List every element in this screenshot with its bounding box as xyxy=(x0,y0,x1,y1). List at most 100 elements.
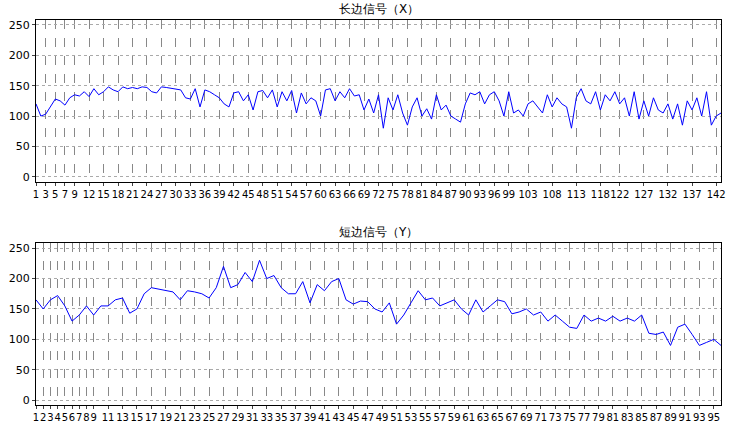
svg-text:59: 59 xyxy=(448,412,461,423)
svg-text:19: 19 xyxy=(159,412,172,423)
svg-text:77: 77 xyxy=(578,412,591,423)
svg-text:18: 18 xyxy=(112,189,125,200)
svg-text:85: 85 xyxy=(635,412,648,423)
svg-text:250: 250 xyxy=(9,242,30,255)
svg-text:91: 91 xyxy=(679,412,692,423)
svg-text:83: 83 xyxy=(621,412,634,423)
svg-text:47: 47 xyxy=(361,412,374,423)
svg-text:89: 89 xyxy=(664,412,677,423)
svg-text:69: 69 xyxy=(358,189,371,200)
svg-text:43: 43 xyxy=(332,412,345,423)
svg-text:75: 75 xyxy=(563,412,576,423)
svg-text:122: 122 xyxy=(610,189,629,200)
svg-text:15: 15 xyxy=(97,189,110,200)
svg-text:78: 78 xyxy=(401,189,414,200)
svg-text:60: 60 xyxy=(314,189,327,200)
svg-text:1: 1 xyxy=(33,412,39,423)
svg-text:短边信号（Y）: 短边信号（Y） xyxy=(339,225,418,239)
svg-text:39: 39 xyxy=(304,412,317,423)
svg-text:100: 100 xyxy=(9,110,30,123)
svg-text:24: 24 xyxy=(141,189,154,200)
svg-text:长边信号（X）: 长边信号（X） xyxy=(339,2,419,16)
svg-text:30: 30 xyxy=(170,189,183,200)
svg-text:63: 63 xyxy=(329,189,342,200)
svg-text:65: 65 xyxy=(491,412,504,423)
svg-text:75: 75 xyxy=(387,189,400,200)
svg-text:137: 137 xyxy=(683,189,702,200)
svg-text:72: 72 xyxy=(372,189,385,200)
svg-text:33: 33 xyxy=(184,189,197,200)
svg-text:36: 36 xyxy=(198,189,211,200)
svg-text:81: 81 xyxy=(416,189,429,200)
svg-text:45: 45 xyxy=(347,412,360,423)
svg-text:73: 73 xyxy=(549,412,562,423)
svg-text:66: 66 xyxy=(343,189,356,200)
svg-text:93: 93 xyxy=(473,189,486,200)
svg-text:87: 87 xyxy=(650,412,663,423)
svg-text:200: 200 xyxy=(9,272,30,285)
svg-text:63: 63 xyxy=(477,412,490,423)
svg-text:127: 127 xyxy=(634,189,653,200)
svg-text:39: 39 xyxy=(213,189,226,200)
svg-text:57: 57 xyxy=(300,189,313,200)
svg-text:7: 7 xyxy=(62,189,68,200)
svg-text:8: 8 xyxy=(83,412,89,423)
svg-text:31: 31 xyxy=(246,412,259,423)
svg-text:84: 84 xyxy=(430,189,443,200)
svg-text:48: 48 xyxy=(256,189,269,200)
svg-text:33: 33 xyxy=(260,412,273,423)
svg-text:99: 99 xyxy=(502,189,515,200)
svg-text:50: 50 xyxy=(16,140,30,153)
svg-text:100: 100 xyxy=(9,333,30,346)
svg-text:21: 21 xyxy=(126,189,139,200)
svg-text:200: 200 xyxy=(9,49,30,62)
svg-text:3: 3 xyxy=(47,412,53,423)
svg-text:42: 42 xyxy=(227,189,240,200)
svg-text:0: 0 xyxy=(23,171,30,184)
svg-text:87: 87 xyxy=(444,189,457,200)
svg-text:54: 54 xyxy=(285,189,298,200)
svg-text:71: 71 xyxy=(534,412,547,423)
svg-text:25: 25 xyxy=(203,412,216,423)
svg-text:53: 53 xyxy=(405,412,418,423)
svg-text:96: 96 xyxy=(488,189,501,200)
svg-text:55: 55 xyxy=(419,412,432,423)
svg-text:3: 3 xyxy=(42,189,48,200)
svg-text:79: 79 xyxy=(592,412,605,423)
svg-text:45: 45 xyxy=(242,189,255,200)
svg-text:57: 57 xyxy=(433,412,446,423)
svg-text:0: 0 xyxy=(23,394,30,407)
svg-text:12: 12 xyxy=(83,189,96,200)
svg-text:67: 67 xyxy=(506,412,519,423)
svg-text:2: 2 xyxy=(40,412,46,423)
svg-text:150: 150 xyxy=(9,303,30,316)
svg-text:15: 15 xyxy=(131,412,144,423)
svg-text:21: 21 xyxy=(174,412,187,423)
svg-text:142: 142 xyxy=(707,189,726,200)
svg-text:5: 5 xyxy=(62,412,68,423)
svg-text:9: 9 xyxy=(90,412,96,423)
svg-text:49: 49 xyxy=(376,412,389,423)
svg-text:41: 41 xyxy=(318,412,331,423)
svg-text:250: 250 xyxy=(9,19,30,32)
svg-text:118: 118 xyxy=(591,189,610,200)
svg-text:93: 93 xyxy=(693,412,706,423)
svg-text:150: 150 xyxy=(9,80,30,93)
svg-text:108: 108 xyxy=(543,189,562,200)
svg-text:35: 35 xyxy=(275,412,288,423)
svg-text:51: 51 xyxy=(271,189,284,200)
svg-text:50: 50 xyxy=(16,364,30,377)
svg-text:13: 13 xyxy=(116,412,129,423)
svg-text:81: 81 xyxy=(606,412,619,423)
svg-text:69: 69 xyxy=(520,412,533,423)
svg-text:103: 103 xyxy=(518,189,537,200)
svg-text:9: 9 xyxy=(71,189,77,200)
svg-text:7: 7 xyxy=(76,412,82,423)
svg-text:5: 5 xyxy=(52,189,58,200)
svg-text:113: 113 xyxy=(567,189,586,200)
svg-text:51: 51 xyxy=(390,412,403,423)
svg-text:27: 27 xyxy=(155,189,168,200)
svg-text:1: 1 xyxy=(33,189,39,200)
svg-text:4: 4 xyxy=(54,412,60,423)
svg-text:11: 11 xyxy=(102,412,115,423)
